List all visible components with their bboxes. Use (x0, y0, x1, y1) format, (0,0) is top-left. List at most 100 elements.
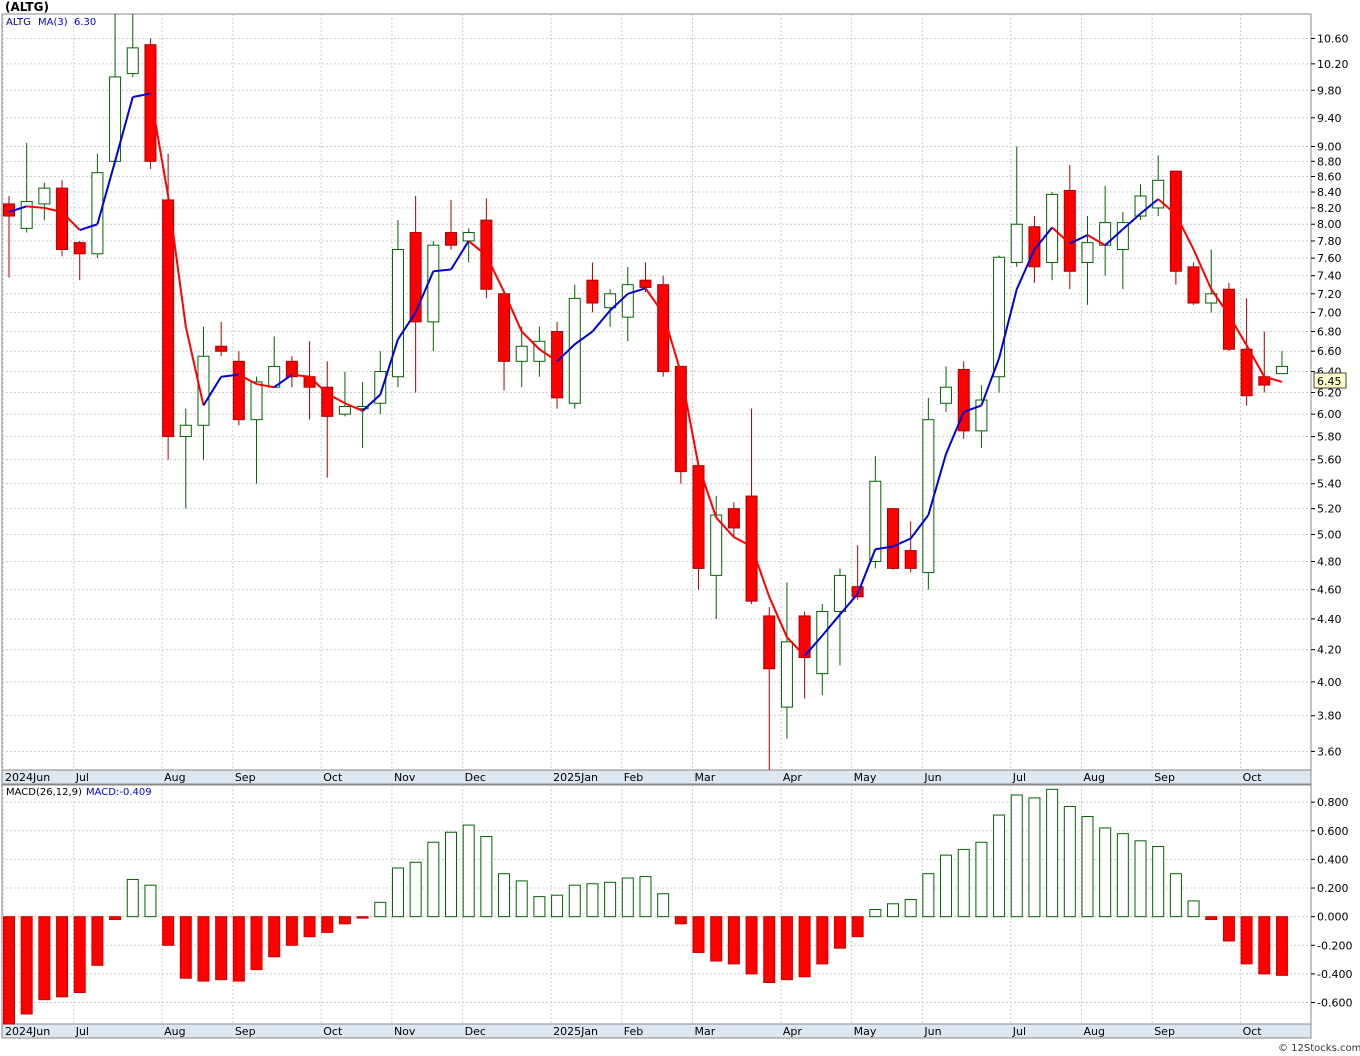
price-tick-label: 9.40 (1317, 112, 1342, 125)
ma-segment (149, 93, 170, 197)
price-tick-label: 5.60 (1317, 454, 1342, 467)
date-label-top: Sep (1154, 771, 1175, 784)
date-label-bottom: May (854, 1025, 877, 1038)
macd-bar (498, 873, 511, 918)
price-tick-label: 6.00 (1317, 408, 1342, 421)
candle-body (1240, 348, 1253, 397)
candle-body (727, 508, 740, 529)
candle (285, 356, 298, 388)
candle (621, 266, 634, 342)
date-label-top: Oct (323, 771, 343, 784)
macd-legend-label: MACD(26,12,9) (6, 787, 82, 798)
candle-body (56, 187, 69, 250)
ma-segment (644, 287, 664, 314)
macd-bar (586, 883, 599, 918)
macd-bar (922, 873, 935, 918)
candle-body (710, 514, 723, 576)
ma-legend-value: 6.30 (74, 17, 96, 28)
date-label-top: Mar (695, 771, 716, 784)
macd-bar (38, 916, 51, 1001)
candle (1240, 298, 1253, 406)
ma-segment (379, 339, 399, 395)
candle (126, 14, 139, 77)
macd-bar (3, 916, 15, 1025)
macd-bar (727, 916, 740, 965)
date-label-top: Apr (783, 771, 803, 784)
candle (1081, 216, 1094, 305)
macd-bar (197, 916, 210, 982)
candle (657, 275, 670, 377)
ma-segment (750, 546, 771, 598)
candle-body (498, 293, 511, 362)
candle-body (657, 284, 670, 373)
date-label-bottom: Jun (923, 1025, 941, 1038)
macd-bar (1169, 873, 1182, 918)
candle-body (1028, 226, 1041, 268)
macd-bar (109, 916, 122, 921)
macd-bar (533, 896, 546, 918)
candle (73, 240, 86, 281)
date-label-top: Aug (164, 771, 185, 784)
price-tick-label: 3.80 (1317, 710, 1342, 723)
macd-bar (639, 876, 652, 918)
date-label-bottom: Sep (1154, 1025, 1175, 1038)
candle (250, 376, 263, 484)
candle-body (73, 242, 86, 255)
ma-segment (485, 255, 505, 293)
candle-body (568, 297, 581, 404)
ma-segment (256, 383, 275, 389)
macd-tick-label: 0.000 (1317, 911, 1349, 924)
macd-bar (621, 877, 634, 918)
price-tick-label: 9.80 (1317, 84, 1342, 97)
candle-body (515, 345, 528, 362)
macd-tick-label: -0.400 (1317, 968, 1352, 981)
macd-bar (798, 916, 811, 978)
last-price-label: 6.45 (1317, 375, 1342, 388)
candle (91, 153, 104, 259)
date-label-bottom: Nov (394, 1025, 416, 1038)
macd-bar (1081, 815, 1094, 918)
candle-body (20, 201, 33, 229)
price-tick-label: 5.40 (1317, 478, 1342, 491)
ma-segment (221, 373, 239, 378)
price-tick-label: 10.20 (1317, 58, 1349, 71)
candle (780, 582, 793, 739)
candle-body (391, 248, 404, 378)
date-band-bottom (1, 1023, 1312, 1039)
ma-segment (79, 223, 98, 231)
price-tick-label: 3.60 (1317, 745, 1342, 758)
ma-segment (450, 240, 470, 271)
ma-segment (503, 291, 523, 332)
candle-body (957, 368, 970, 432)
macd-bar (1099, 827, 1112, 918)
candle-body (179, 424, 192, 438)
candle-body (268, 365, 281, 388)
ma-segment (8, 205, 27, 213)
macd-bar (303, 916, 316, 938)
candle (409, 195, 422, 393)
candle (1116, 211, 1129, 290)
candle (215, 321, 228, 357)
macd-bar (391, 867, 404, 918)
macd-bar (179, 916, 192, 979)
candle (20, 142, 33, 233)
ma-segment (308, 376, 328, 395)
credit-text: © 12Stocks.com (1278, 1043, 1360, 1054)
price-tick-label: 8.20 (1317, 202, 1342, 215)
macd-bar (1258, 916, 1271, 975)
macd-bar (144, 884, 157, 918)
candle-body (763, 615, 776, 670)
date-label-top: Feb (624, 771, 643, 784)
ma-segment (1104, 228, 1124, 246)
candle (268, 336, 281, 388)
candle-body (250, 381, 263, 421)
candle-body (904, 550, 917, 569)
macd-bar (126, 878, 139, 918)
macd-bar (427, 841, 440, 918)
ma-segment (326, 392, 346, 405)
candle-body (604, 293, 617, 309)
macd-bar (1134, 840, 1147, 918)
candle-body (533, 340, 546, 362)
date-label-top: Jun (923, 771, 941, 784)
macd-bar (1187, 900, 1200, 918)
